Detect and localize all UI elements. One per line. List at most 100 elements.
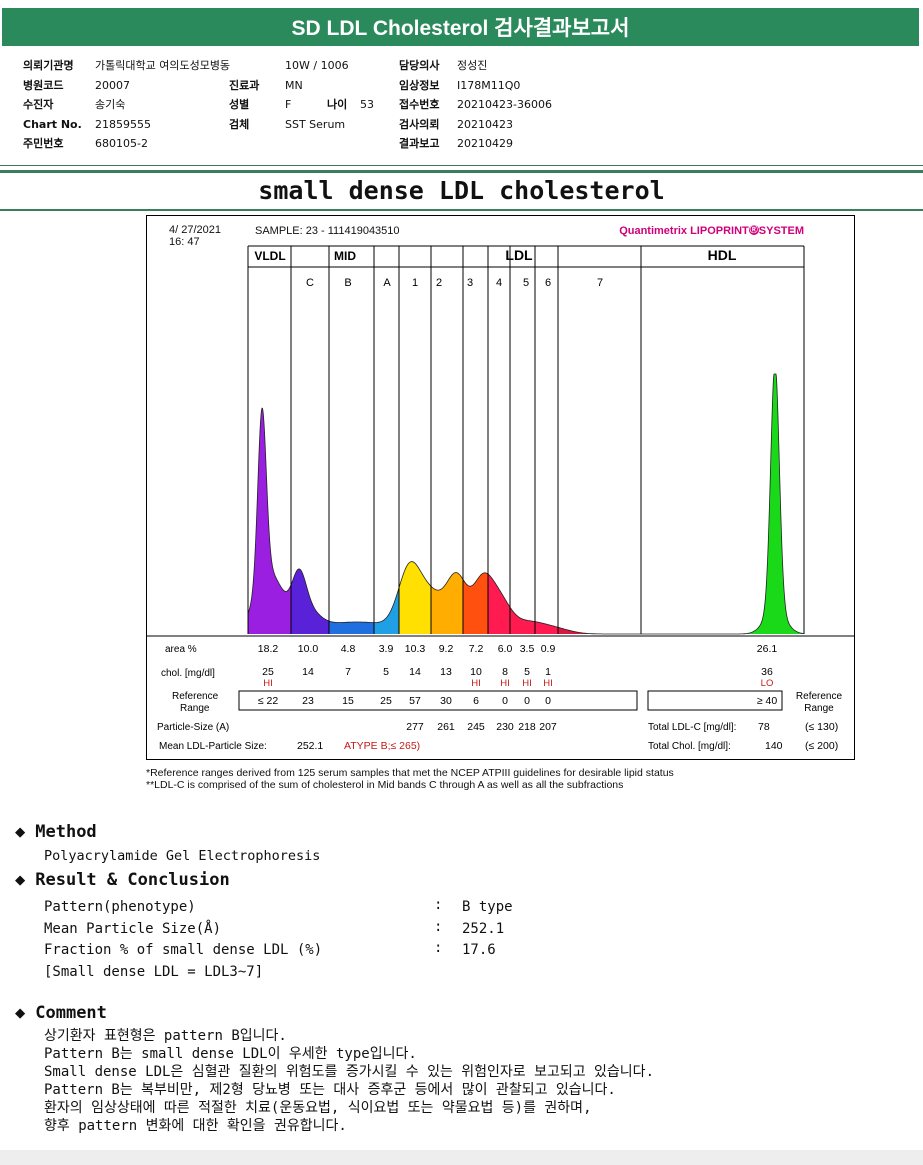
ref-range-box	[238, 690, 638, 711]
info-label: 검사의뢰	[399, 117, 440, 131]
result-sep: :	[434, 897, 443, 913]
info-label: 성별	[229, 98, 250, 111]
particle-size-value: 207	[539, 721, 557, 733]
result-label: Fraction % of small dense LDL (%)	[44, 942, 323, 958]
info-value: MN	[285, 78, 303, 92]
age-label: 나이	[327, 98, 348, 111]
ref-value: 30	[440, 695, 452, 707]
fraction-area	[291, 568, 329, 634]
chol-value: 8	[502, 666, 508, 678]
band-label: 7	[597, 277, 603, 289]
info-value: 가톨릭대학교 여의도성모병동	[95, 59, 231, 72]
ref-value: 15	[342, 695, 354, 707]
ref-value: 0	[524, 695, 530, 707]
fraction-area	[535, 621, 558, 634]
report-title: SD LDL Cholesterol 검사결과보고서	[2, 8, 919, 46]
area-value: 18.2	[258, 643, 279, 655]
result-heading-text: Result & Conclusion	[35, 870, 230, 890]
brand-text: Quantimetrix LIPOPRINT	[619, 225, 749, 237]
ref-range-box-hdl	[647, 690, 783, 711]
divider	[0, 209, 923, 211]
ref-value: 0	[502, 695, 508, 707]
chol-value: 14	[409, 666, 421, 678]
fraction-area	[399, 561, 431, 634]
info-value: 송기숙	[95, 98, 126, 111]
particle-size-value: 261	[437, 721, 455, 733]
chol-value: 10	[470, 666, 482, 678]
area-value: 7.2	[469, 643, 484, 655]
method-heading-text: Method	[35, 822, 97, 842]
chol-value: 13	[440, 666, 452, 678]
flag-hi: HI	[543, 678, 553, 689]
group-label-ldl: LDL	[505, 247, 533, 263]
diamond-icon: ◆	[15, 822, 26, 842]
diamond-icon: ◆	[15, 1003, 26, 1023]
flag-hi: HI	[471, 678, 481, 689]
fraction-area	[641, 374, 804, 634]
info-value: 680105-2	[95, 137, 148, 150]
result-value: B type	[462, 899, 513, 915]
lipoprint-figure: 4/ 27/2021 16: 47 SAMPLE: 23 - 1114190435…	[146, 215, 855, 760]
chol-value: 14	[302, 666, 314, 678]
ref-value: 23	[302, 695, 314, 707]
fraction-area	[248, 408, 291, 634]
info-label: 의뢰기관명	[23, 59, 74, 72]
area-value: 4.8	[341, 643, 356, 655]
particle-size-value: 218	[518, 721, 536, 733]
info-label: Chart No.	[23, 117, 82, 131]
total-ldl-ref: (≤ 130)	[805, 721, 838, 733]
info-value: 21859555	[95, 117, 151, 131]
total-ldl-value: 78	[758, 721, 770, 733]
comment-line: 향후 pattern 변화에 대한 확인을 권유합니다.	[44, 1118, 347, 1134]
footnote-line: **LDL-C is comprised of the sum of chole…	[146, 779, 624, 791]
total-chol-value: 140	[765, 740, 783, 752]
fraction-area	[374, 587, 399, 634]
result-value: 17.6	[462, 942, 496, 958]
comment-line: Small dense LDL은 심혈관 질환의 위험도를 증가시킬 수 있는 …	[44, 1064, 654, 1080]
chol-value: 7	[345, 666, 351, 678]
section-subtitle: small dense LDL cholesterol	[258, 176, 665, 205]
mean-size-value: 252.1	[297, 740, 323, 752]
diamond-icon: ◆	[15, 870, 26, 890]
comment-line: Pattern B는 복부비만, 제2형 당뇨병 또는 대사 증후군 등에서 많…	[44, 1082, 616, 1098]
info-label: 담당의사	[399, 59, 440, 72]
curve-outline	[247, 373, 804, 635]
age-value: 53	[360, 98, 374, 111]
divider	[0, 165, 923, 166]
band-label: 3	[467, 277, 473, 289]
flag-hi: HI	[522, 678, 532, 689]
band-label: C	[306, 277, 314, 289]
particle-size-value: 245	[467, 721, 485, 733]
brand-suffix: SYSTEM	[758, 225, 804, 237]
mean-size-type: ATYPE B;≤ 265)	[344, 740, 420, 752]
sample-id: SAMPLE: 23 - 111419043510	[255, 225, 400, 237]
ref-value: ≥ 40	[757, 695, 778, 707]
info-value: 20007	[95, 78, 130, 92]
date-text: 4/ 27/2021	[169, 224, 221, 236]
info-label: 진료과	[229, 78, 260, 92]
info-value: 20210423-36006	[457, 98, 552, 111]
registered-icon: Ⓡ	[748, 225, 759, 235]
ref-value: 25	[380, 695, 392, 707]
band-label: 6	[545, 277, 551, 289]
band-label: A	[383, 277, 391, 289]
flag-hi: HI	[500, 678, 510, 689]
group-label-hdl: HDL	[708, 247, 737, 263]
ref-value: ≤ 22	[258, 695, 279, 707]
fraction-area	[463, 572, 488, 634]
figure-date: 4/ 27/2021 16: 47	[169, 224, 221, 248]
row-label-mean: Mean LDL-Particle Size:	[159, 741, 267, 752]
page-footer-bar	[0, 1150, 923, 1165]
info-label: 주민번호	[23, 137, 64, 150]
info-label: 접수번호	[399, 98, 440, 111]
result-sep: :	[434, 940, 443, 956]
info-value: 20210429	[457, 137, 513, 150]
comment-heading: ◆ Comment	[15, 1003, 107, 1023]
flag-lo: LO	[761, 678, 774, 689]
area-value: 3.9	[379, 643, 394, 655]
info-label: 결과보고	[399, 137, 440, 150]
ref-value: 0	[545, 695, 551, 707]
chol-value: 36	[761, 666, 773, 678]
time-text: 16: 47	[169, 236, 200, 248]
total-chol-label: Total Chol. [mg/dl]:	[648, 741, 731, 752]
